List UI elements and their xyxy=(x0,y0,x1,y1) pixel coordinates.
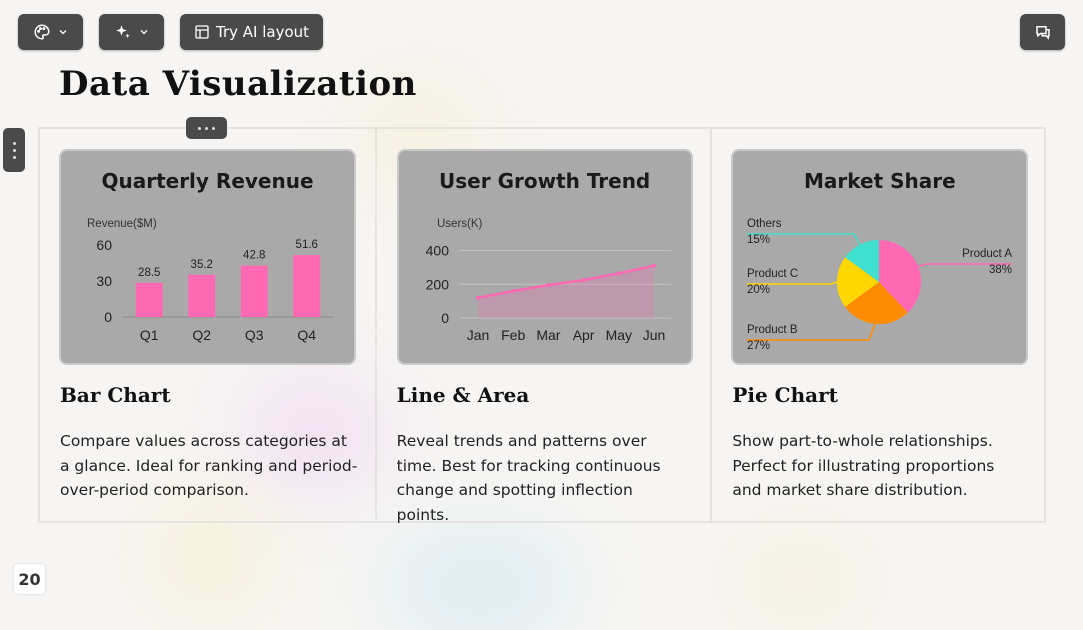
y-tick-label: 200 xyxy=(425,276,449,292)
leader-line xyxy=(747,233,861,245)
pie-chart-card[interactable]: Market Share Product A 38% Product B 27% Pro… xyxy=(731,149,1029,365)
data-label: 42.8 xyxy=(243,250,265,262)
chart-description: Reveal trends and patterns over time. Be… xyxy=(396,432,661,524)
slice-percent: 27% xyxy=(747,340,770,352)
side-drag-handle[interactable] xyxy=(3,128,25,172)
pie-slice xyxy=(837,257,880,307)
series-line xyxy=(477,264,654,300)
card-title: User Growth Trend xyxy=(439,169,651,193)
y-tick-label: 0 xyxy=(441,310,449,326)
x-tick-label: Q1 xyxy=(140,327,159,343)
pie-chart: Product A 38% Product B 27% Product C 20% Othe… xyxy=(747,218,1013,352)
bar xyxy=(135,282,163,317)
pie-slice xyxy=(845,282,909,325)
x-tick-label: Feb xyxy=(501,327,525,343)
palette-icon xyxy=(33,23,51,41)
chart-grid: Quarterly Revenue Revenue($M) 0 30 60 28.5 Q1… xyxy=(38,127,1046,524)
y-tick-label: 400 xyxy=(425,243,449,259)
x-tick-label: Q3 xyxy=(245,327,264,343)
x-tick-label: Apr xyxy=(572,327,594,343)
slice-label: Others xyxy=(747,218,782,230)
x-tick-label: Jan xyxy=(466,327,489,343)
data-point xyxy=(546,283,551,288)
card-drag-handle[interactable] xyxy=(186,117,227,139)
bar-chart: Revenue($M) 0 30 60 28.5 Q1 35.2 Q2 42.8 Q3 51.6 Q4 xyxy=(87,218,333,343)
line-chart-card[interactable]: User Growth Trend Users(K) 0 200 400 Jan Feb M… xyxy=(396,149,693,365)
leader-line xyxy=(747,281,838,285)
data-point xyxy=(616,271,621,276)
chevron-down-icon xyxy=(138,26,150,38)
theme-button[interactable] xyxy=(18,14,83,50)
background-blob xyxy=(390,540,570,630)
bar xyxy=(293,255,321,317)
bar xyxy=(240,265,268,317)
slice-percent: 20% xyxy=(747,284,770,296)
data-point xyxy=(581,278,586,283)
slice-label: Product A xyxy=(962,248,1012,260)
bar-chart-card[interactable]: Quarterly Revenue Revenue($M) 0 30 60 28.5 Q1… xyxy=(59,149,356,365)
try-ai-layout-label: Try AI layout xyxy=(215,23,310,41)
pie-slice xyxy=(879,240,922,313)
chart-description: Compare values across categories at a gl… xyxy=(60,432,358,499)
data-point xyxy=(651,263,656,268)
x-tick-label: Q4 xyxy=(297,327,316,343)
line-chart: Users(K) 0 200 400 Jan Feb Mar Apr May Jun xyxy=(425,218,671,343)
page-title: Data Visualization xyxy=(59,64,417,104)
y-axis-label: Users(K) xyxy=(437,218,483,230)
area-fill xyxy=(477,265,654,318)
line-chart-column: User Growth Trend Users(K) 0 200 400 Jan Feb M… xyxy=(374,129,711,524)
slice-label: Product C xyxy=(747,268,798,280)
pie-chart-column: Market Share Product A 38% Product B 27% Pro… xyxy=(710,129,1044,521)
page-number: 20 xyxy=(14,564,45,594)
layout-icon xyxy=(194,24,210,40)
x-tick-label: Q2 xyxy=(192,327,211,343)
leader-line xyxy=(747,323,877,341)
chart-description: Show part-to-whole relationships. Perfec… xyxy=(732,432,995,499)
chart-name: Line & Area xyxy=(396,383,530,407)
slice-percent: 15% xyxy=(747,234,770,246)
bar-chart-column: Quarterly Revenue Revenue($M) 0 30 60 28.5 Q1… xyxy=(40,129,375,521)
chart-name: Bar Chart xyxy=(60,383,171,407)
slice-label: Product B xyxy=(747,324,798,336)
ai-button[interactable] xyxy=(99,14,164,50)
comment-icon xyxy=(1034,23,1052,41)
data-label: 28.5 xyxy=(138,267,160,279)
leader-line xyxy=(918,263,1013,268)
pie-slice xyxy=(845,240,880,282)
data-label: 35.2 xyxy=(191,259,213,271)
y-axis-label: Revenue($M) xyxy=(87,218,157,230)
bar xyxy=(188,274,216,317)
x-tick-label: Jun xyxy=(642,327,665,343)
y-tick-label: 30 xyxy=(96,273,112,289)
card-title: Quarterly Revenue xyxy=(101,169,314,193)
chevron-down-icon xyxy=(57,26,69,38)
card-title: Market Share xyxy=(803,169,956,193)
x-tick-label: May xyxy=(605,327,631,343)
y-tick-label: 60 xyxy=(96,237,112,253)
y-tick-label: 0 xyxy=(104,309,112,325)
background-blob xyxy=(740,540,860,620)
data-point xyxy=(510,289,515,293)
data-label: 51.6 xyxy=(296,239,318,251)
sparkles-icon xyxy=(114,23,132,41)
slice-percent: 38% xyxy=(989,264,1012,276)
comments-button[interactable] xyxy=(1020,14,1065,50)
try-ai-layout-button[interactable]: Try AI layout xyxy=(180,14,323,50)
x-tick-label: Mar xyxy=(536,327,560,343)
data-point xyxy=(475,295,480,300)
chart-name: Pie Chart xyxy=(732,383,838,407)
